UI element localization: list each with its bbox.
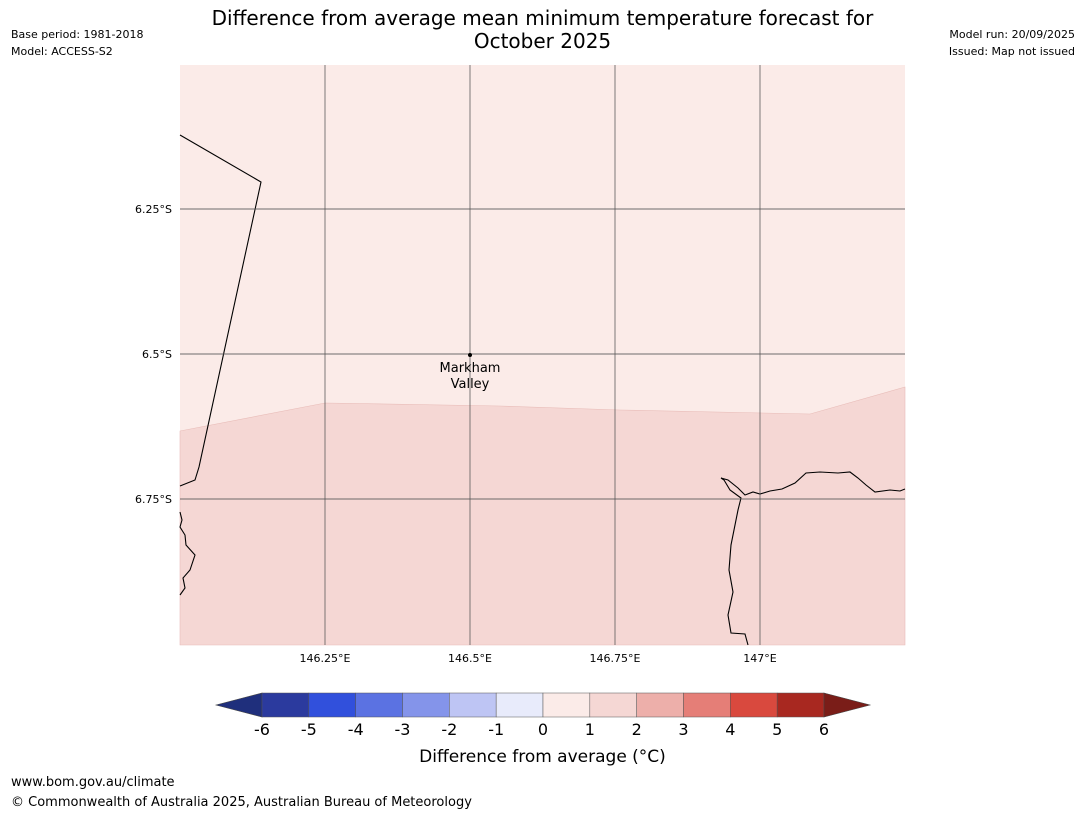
model-text: Model: ACCESS-S2: [11, 45, 113, 58]
colorbar-segment: [589, 692, 637, 718]
colorbar: -6 -5 -4 -3 -2 -1 0 1 2 3 4 5 6: [214, 692, 872, 739]
title-line-1: Difference from average mean minimum tem…: [211, 6, 874, 30]
base-period-text: Base period: 1981-2018: [11, 28, 144, 41]
issued-text: Issued: Map not issued: [948, 45, 1075, 58]
colorbar-tick-label: -1: [488, 720, 504, 739]
colorbar-tick-label: -6: [254, 720, 270, 739]
colorbar-segment: [730, 692, 778, 718]
border-line: [179, 134, 262, 487]
footer-copyright: © Commonwealth of Australia 2025, Austra…: [11, 795, 472, 810]
colorbar-tick-label: 2: [632, 720, 642, 739]
colorbar-segment: [683, 692, 731, 718]
colorbar-segment: [776, 692, 825, 718]
west-coastline: [179, 511, 196, 596]
colorbar-extend-low: [214, 692, 263, 718]
colorbar-tick-label: -5: [301, 720, 317, 739]
colorbar-tick-label: 0: [538, 720, 548, 739]
colorbar-segment: [261, 692, 310, 718]
colorbar-tick-label: -3: [395, 720, 411, 739]
colorbar-segment: [308, 692, 356, 718]
colorbar-tick-label: 3: [678, 720, 688, 739]
lat-label-6-5: 6.5°S: [142, 348, 172, 361]
colorbar-tick-label: -4: [348, 720, 364, 739]
colorbar-tick-label: -2: [441, 720, 457, 739]
footer-url[interactable]: www.bom.gov.au/climate: [11, 775, 175, 790]
colorbar-segment: [355, 692, 403, 718]
colorbar-tick-label: 5: [772, 720, 782, 739]
lat-label-6-75: 6.75°S: [135, 493, 172, 506]
lat-label-6-25: 6.25°S: [135, 203, 172, 216]
colorbar-segment: [495, 692, 544, 718]
map-title: Difference from average mean minimum tem…: [180, 7, 905, 53]
colorbar-segment: [636, 692, 684, 718]
colorbar-segment: [449, 692, 497, 718]
title-line-2: October 2025: [473, 29, 612, 53]
colorbar-label: Difference from average (°C): [419, 747, 666, 767]
colorbar-segment: [542, 692, 591, 718]
zone-one-to-two: [179, 386, 906, 646]
colorbar-extend-high: [823, 692, 872, 718]
place-label-line-1: Markham: [440, 361, 501, 376]
coastlines: [179, 134, 906, 646]
colorbar-tick-label: 4: [725, 720, 735, 739]
model-run-text: Model run: 20/09/2025: [949, 28, 1075, 41]
lon-label-146-5: 146.5°E: [448, 652, 492, 665]
lon-label-146-25: 146.25°E: [300, 652, 351, 665]
meta-right: Model run: 20/09/2025 Issued: Map not is…: [949, 26, 1075, 60]
place-label-line-2: Valley: [451, 377, 490, 392]
colorbar-tick-label: 6: [819, 720, 829, 739]
meta-left: Base period: 1981-2018 Model: ACCESS-S2: [11, 26, 143, 60]
lon-label-147: 147°E: [743, 652, 776, 665]
east-coastline: [720, 471, 906, 646]
lon-label-146-75: 146.75°E: [590, 652, 641, 665]
colorbar-ticks: -6 -5 -4 -3 -2 -1 0 1 2 3 4 5 6: [254, 720, 829, 739]
map-canvas: 6.25°S 6.5°S 6.75°S 146.25°E 146.5°E 146…: [135, 65, 906, 665]
colorbar-segment: [402, 692, 450, 718]
colorbar-tick-label: 1: [585, 720, 595, 739]
colorbar-segments: [261, 692, 825, 718]
place-marker: [468, 353, 472, 357]
